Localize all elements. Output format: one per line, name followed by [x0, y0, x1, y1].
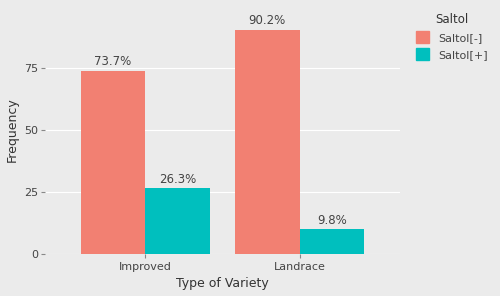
Text: 26.3%: 26.3% — [159, 173, 196, 186]
Bar — [300, 229, 364, 254]
Y-axis label: Frequency: Frequency — [6, 97, 18, 162]
Bar — [80, 71, 146, 254]
Text: 90.2%: 90.2% — [248, 15, 286, 27]
Text: 73.7%: 73.7% — [94, 55, 132, 68]
Legend: Saltol[-], Saltol[+]: Saltol[-], Saltol[+] — [409, 6, 494, 67]
Text: 9.8%: 9.8% — [317, 214, 347, 227]
X-axis label: Type of Variety: Type of Variety — [176, 277, 269, 290]
Bar — [146, 188, 210, 254]
Bar — [235, 30, 300, 254]
